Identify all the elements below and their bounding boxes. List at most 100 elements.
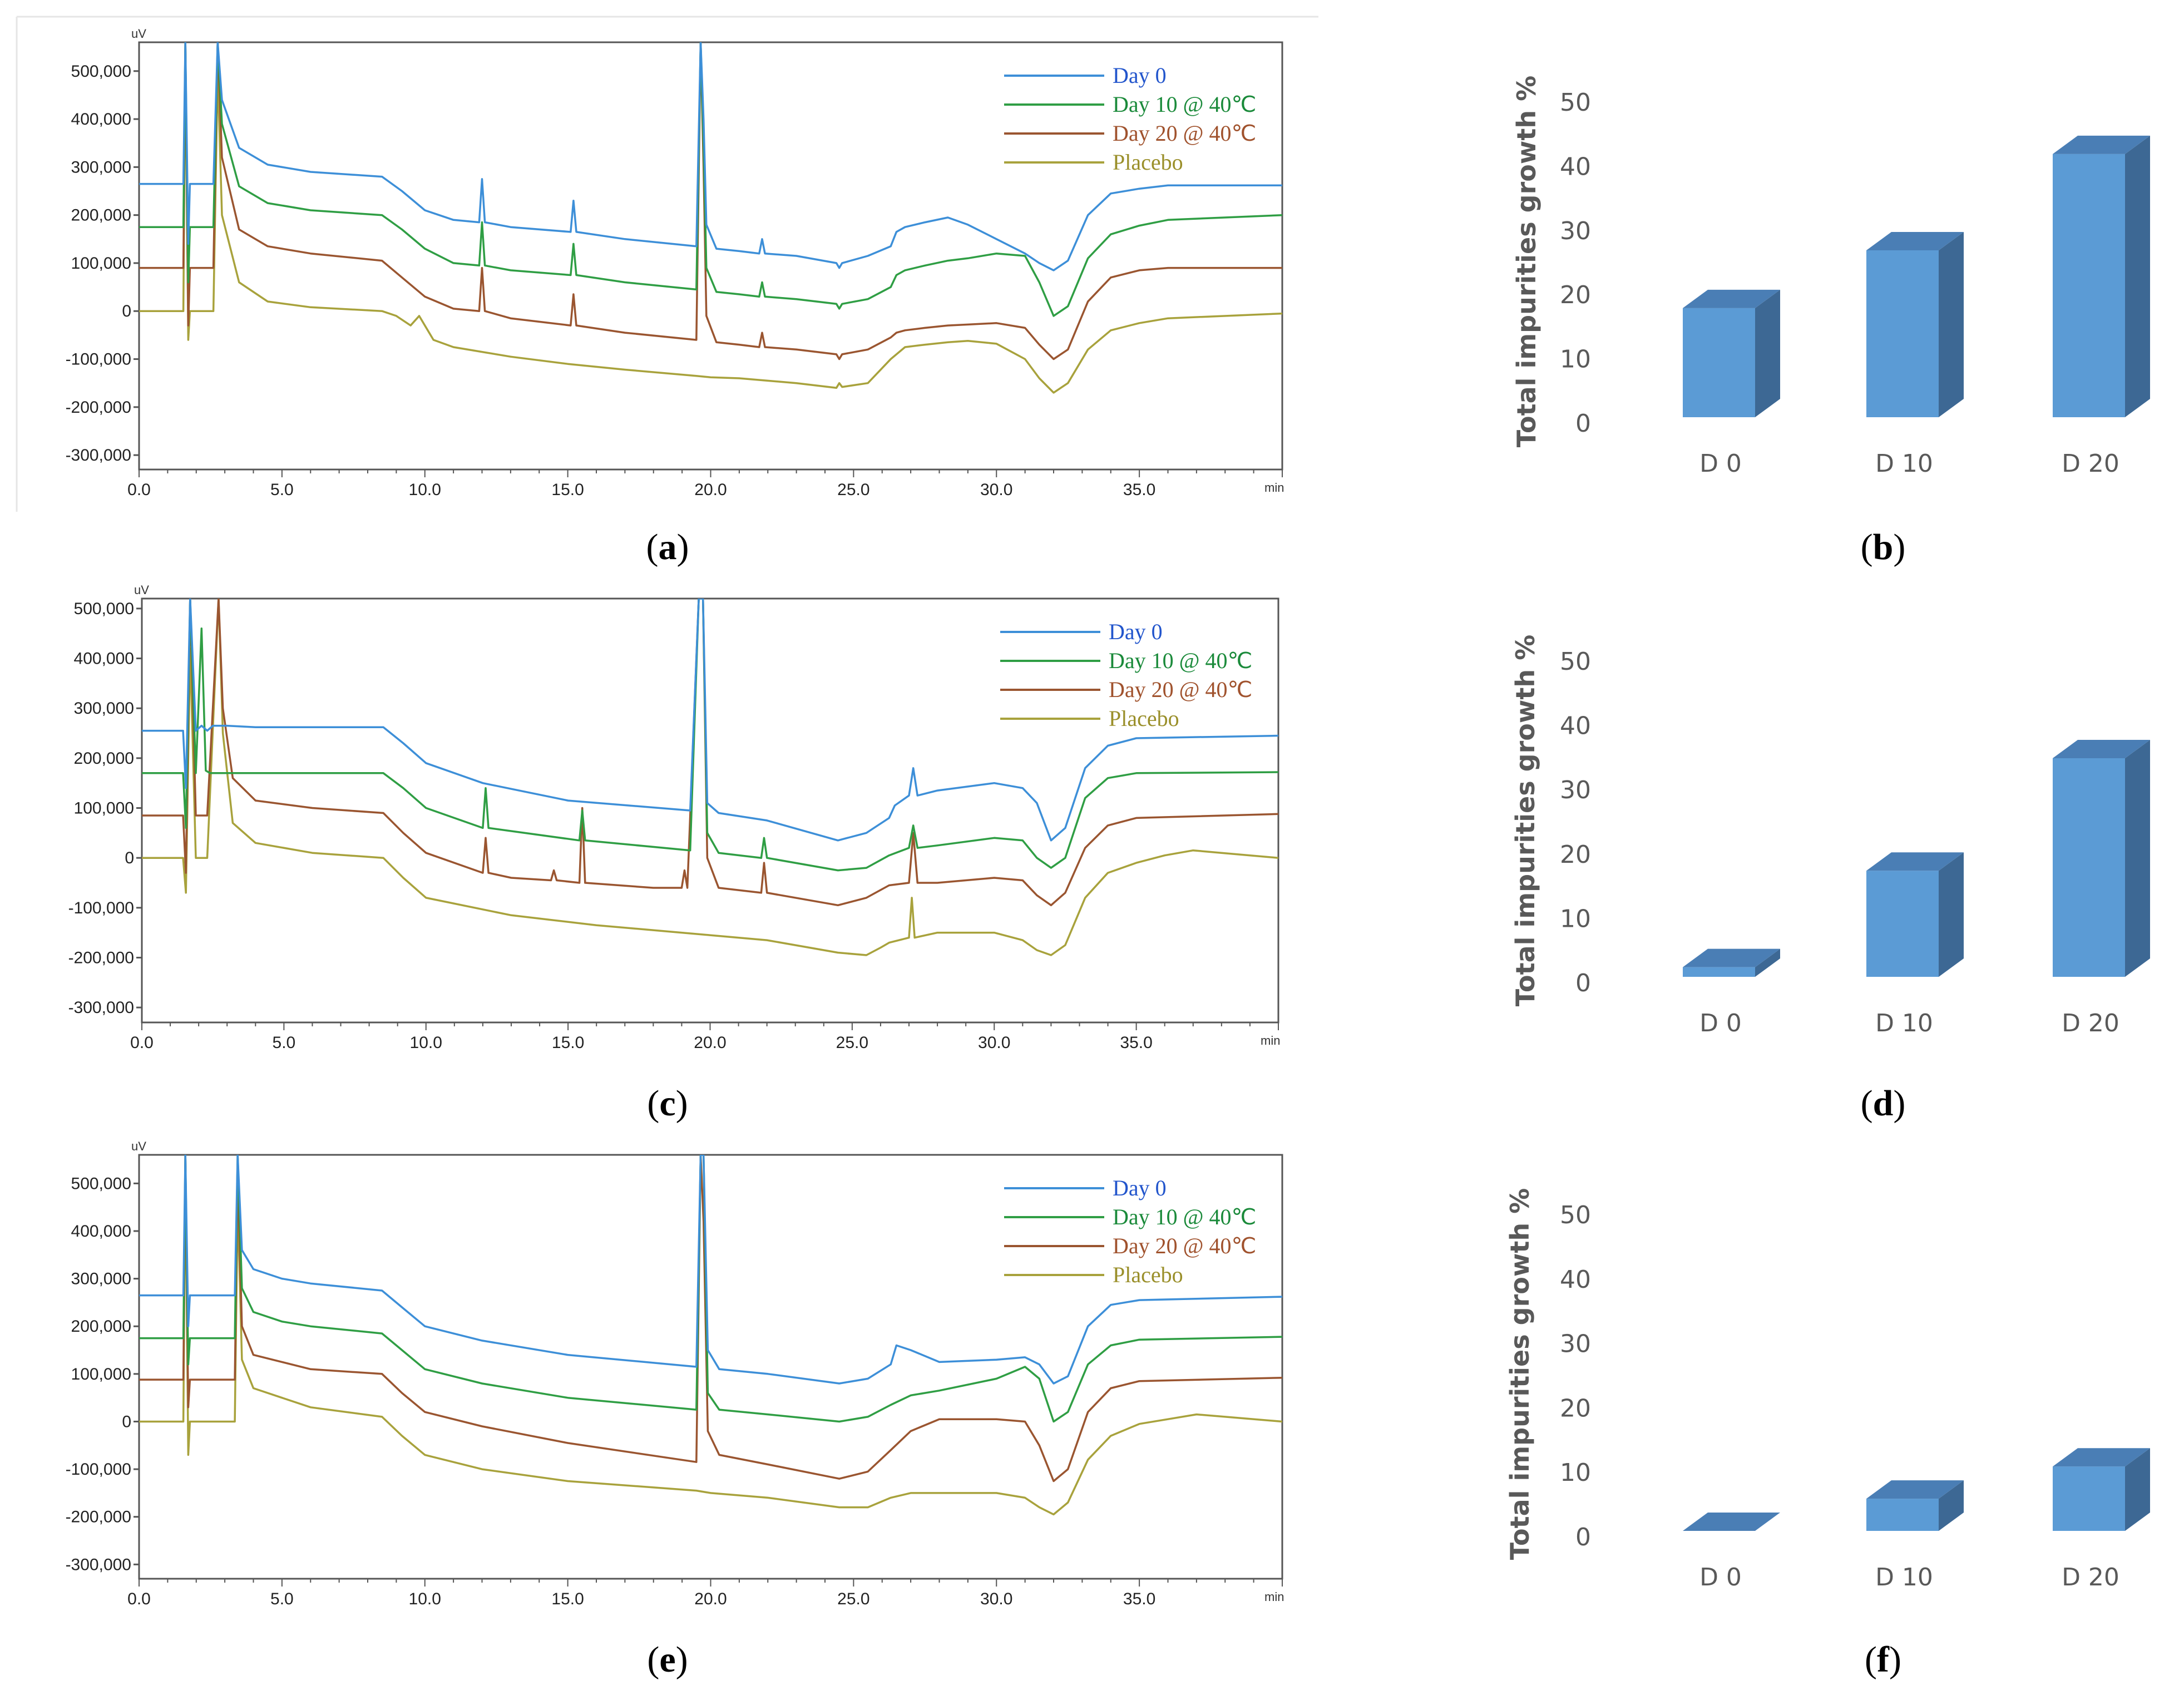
x-tick-label: 35.0 [1123, 1590, 1155, 1608]
y-tick-label: 400,000 [71, 1222, 131, 1241]
bar-side-face [2125, 739, 2150, 977]
y-tick-label: -100,000 [68, 899, 134, 917]
category-label: D 20 [2062, 1009, 2119, 1037]
x-tick-label: 20.0 [694, 481, 727, 499]
panel-label-open-paren: ( [647, 1083, 659, 1124]
x-tick-label: 5.0 [270, 1590, 294, 1608]
legend-label: Day 20 @ 40℃ [1113, 121, 1256, 146]
trace-day-20-40- [142, 599, 1278, 907]
y-tick-label: 500,000 [71, 1174, 131, 1193]
bar-front-face [2053, 1466, 2125, 1531]
x-tick-label: 5.0 [270, 481, 294, 499]
bar-d10 [1866, 231, 1964, 417]
y-tick-label: 200,000 [74, 749, 134, 768]
y-tick-label: -200,000 [68, 948, 134, 967]
y-tick-label: 300,000 [71, 158, 131, 176]
y-tick-label: 0 [1575, 409, 1591, 438]
bar-panel-b: 50 40 30 20 10 0 Total impurities growth % D 0 D… [1511, 76, 2150, 478]
legend-label: Day 20 @ 40℃ [1109, 677, 1252, 702]
y-tick-label: 500,000 [71, 62, 131, 81]
legend-label: Day 10 @ 40℃ [1109, 648, 1252, 673]
panel-label-close-paren: ) [676, 1083, 688, 1124]
panel-label-letter: d [1873, 1083, 1894, 1124]
x-tick-label: 30.0 [980, 1590, 1012, 1608]
y-unit-label: uV [131, 1139, 146, 1153]
category-label: D 20 [2062, 449, 2119, 478]
panel-label-open-paren: ( [1861, 527, 1873, 567]
y-tick-label: 30 [1560, 217, 1591, 245]
bar-side-face [1939, 852, 1964, 977]
panel-label-open-paren: ( [1861, 1083, 1873, 1124]
y-tick-label: 50 [1560, 1201, 1591, 1229]
chromatogram-panel-c: uV min 500,000 400,000 300,000 200,000 100,000… [68, 583, 1281, 1052]
x-tick-label: 25.0 [836, 1034, 868, 1052]
y-tick-label: -100,000 [66, 1460, 131, 1479]
plot-frame [138, 41, 1283, 471]
panel-label-letter: f [1877, 1639, 1890, 1680]
x-tick-label: 20.0 [694, 1034, 726, 1052]
bar-top-face [1866, 231, 1964, 250]
y-tick-label: 200,000 [71, 1317, 131, 1336]
trace-day-10-40- [139, 1155, 1282, 1423]
y-axis-title: Total impurities growth % [1511, 76, 1541, 447]
y-unit-label: uV [131, 27, 146, 41]
bar-d20 [2053, 1448, 2150, 1531]
trace-placebo [139, 42, 1282, 394]
x-tick-label: 10.0 [410, 1034, 442, 1052]
x-unit-label: min [1264, 1590, 1284, 1604]
y-tick-label: 0 [1575, 969, 1591, 997]
bar-front-face [1866, 871, 1939, 977]
y-tick-label: 300,000 [74, 699, 134, 718]
y-tick-label: 500,000 [74, 600, 134, 618]
panel-label-d: (d) [1861, 1083, 1906, 1124]
bar-side-face [2125, 1448, 2150, 1531]
x-tick-label: 15.0 [551, 481, 584, 499]
category-label: D 10 [1875, 449, 1933, 478]
y-tick-label: 100,000 [74, 799, 134, 818]
x-tick-label: 25.0 [837, 481, 869, 499]
bar-front-face [1683, 967, 1755, 977]
y-tick-label: -200,000 [66, 398, 131, 417]
bar-top-face [1683, 1513, 1780, 1531]
panel-label-letter: c [659, 1083, 675, 1124]
legend-label: Day 20 @ 40℃ [1113, 1233, 1256, 1258]
panel-label-close-paren: ) [677, 527, 689, 567]
bar-top-face [1866, 1480, 1964, 1499]
y-tick-label: 40 [1560, 1266, 1591, 1294]
panel-label-close-paren: ) [1889, 1639, 1901, 1680]
y-tick-label: 20 [1560, 281, 1591, 309]
panel-label-e: (e) [647, 1639, 688, 1680]
y-tick-label: 100,000 [71, 254, 131, 273]
y-tick-label: 20 [1560, 1394, 1591, 1422]
bar-top-face [1683, 289, 1780, 308]
bar-d20 [2053, 739, 2150, 977]
x-tick-label: 5.0 [273, 1034, 296, 1052]
x-unit-label: min [1261, 1034, 1280, 1047]
y-unit-label: uV [134, 583, 149, 597]
bar-panel-f: 50 40 30 20 10 0 Total impurities growth % D 0 D… [1505, 1188, 2150, 1592]
panel-label-close-paren: ) [1893, 527, 1905, 567]
bar-d10 [1866, 1480, 1964, 1531]
bar-top-face [1683, 948, 1780, 967]
bar-front-face [1866, 1499, 1939, 1531]
trace-day-10-40- [142, 599, 1278, 872]
panel-label-a: (a) [646, 527, 689, 567]
y-tick-label: -300,000 [66, 446, 131, 464]
panel-label-b: (b) [1861, 527, 1906, 567]
x-tick-label: 10.0 [409, 481, 441, 499]
x-tick-label: 15.0 [551, 1590, 584, 1608]
panel-label-open-paren: ( [646, 527, 659, 567]
bar-side-face [1755, 289, 1780, 417]
panel-label-letter: b [1873, 527, 1894, 567]
panel-label-f: (f) [1865, 1639, 1901, 1680]
x-tick-label: 35.0 [1120, 1034, 1152, 1052]
legend-label: Placebo [1109, 706, 1179, 731]
y-tick-label: 50 [1560, 648, 1591, 676]
y-tick-label: 40 [1560, 152, 1591, 181]
trace-day-20-40- [139, 42, 1282, 360]
panel-label-letter: a [659, 527, 677, 567]
y-tick-label: 0 [125, 849, 134, 867]
y-tick-label: 40 [1560, 712, 1591, 740]
y-tick-label: 400,000 [71, 110, 131, 129]
